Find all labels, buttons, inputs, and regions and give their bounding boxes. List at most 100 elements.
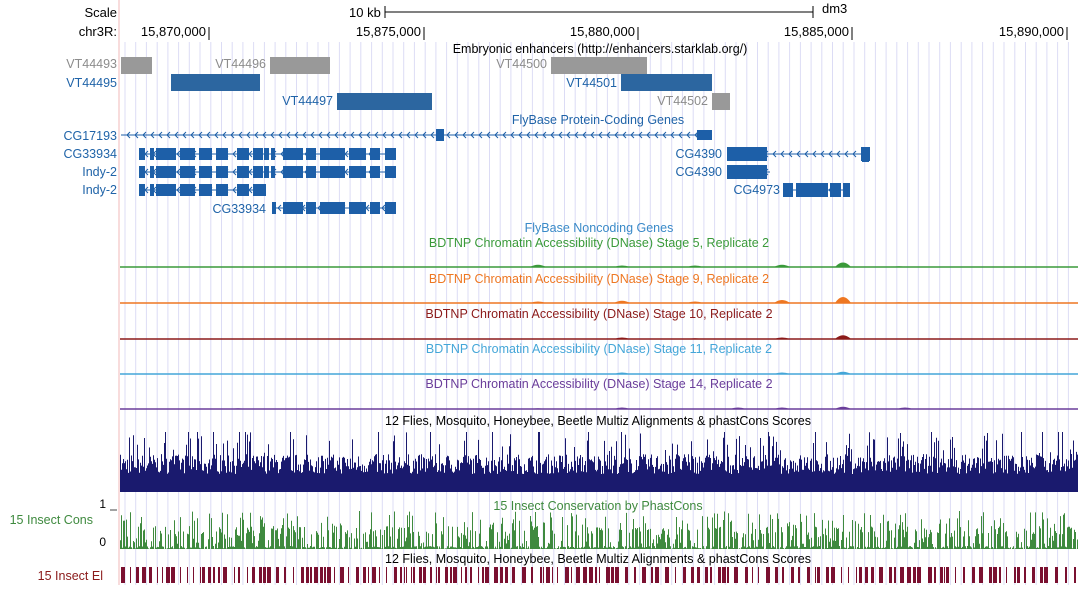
exon[interactable] (216, 166, 228, 178)
gene-feature[interactable] (272, 202, 396, 214)
exon[interactable] (320, 202, 345, 214)
dnase-track-title[interactable]: BDTNP Chromatin Accessibility (DNase) St… (429, 236, 769, 250)
gene-feature[interactable] (727, 165, 770, 179)
exon[interactable] (796, 183, 828, 197)
gene-feature[interactable] (139, 184, 266, 196)
enhancer-label[interactable]: VT44493 (66, 57, 117, 71)
elements-track-title[interactable]: 12 Flies, Mosquito, Honeybee, Beetle Mul… (385, 552, 811, 566)
exon[interactable] (830, 183, 841, 197)
exon[interactable] (349, 202, 366, 214)
dnase-tracks[interactable]: BDTNP Chromatin Accessibility (DNase) St… (120, 236, 1078, 410)
enhancers-track[interactable]: VT44493 VT44495 VT44496 VT44497 VT44500 VT445… (66, 57, 730, 110)
phastcons-track[interactable] (120, 511, 1078, 549)
gene-label[interactable]: Indy-2 (82, 165, 117, 179)
gene-feature[interactable] (139, 166, 396, 178)
gene-label[interactable]: CG17193 (63, 129, 117, 143)
exon[interactable] (272, 202, 276, 214)
exon[interactable] (843, 183, 850, 197)
gene-label[interactable]: CG33934 (212, 202, 266, 216)
exon[interactable] (156, 148, 176, 160)
exon[interactable] (237, 166, 249, 178)
exon[interactable] (264, 148, 269, 160)
dnase-track[interactable]: BDTNP Chromatin Accessibility (DNase) St… (120, 236, 1078, 268)
dnase-track-title[interactable]: BDTNP Chromatin Accessibility (DNase) St… (429, 272, 769, 286)
exon[interactable] (237, 184, 249, 196)
gene-label[interactable]: CG33934 (63, 147, 117, 161)
exon[interactable] (306, 166, 316, 178)
exon[interactable] (253, 184, 263, 196)
exon[interactable] (283, 202, 303, 214)
exon[interactable] (216, 148, 228, 160)
exon[interactable] (385, 148, 396, 160)
exon[interactable] (253, 148, 263, 160)
phastcons-side-label[interactable]: 15 Insect Cons (10, 513, 93, 527)
exon[interactable] (139, 184, 145, 196)
exon[interactable] (139, 148, 145, 160)
exon[interactable] (150, 166, 154, 178)
enhancers-track-title[interactable]: Embryonic enhancers (http://enhancers.st… (453, 42, 748, 56)
dnase-track-title[interactable]: BDTNP Chromatin Accessibility (DNase) St… (426, 342, 772, 356)
enhancer-feature[interactable] (270, 57, 330, 74)
elements-track[interactable] (121, 567, 1076, 583)
gene-label[interactable]: Indy-2 (82, 183, 117, 197)
gene-feature[interactable] (139, 148, 396, 160)
gene-label[interactable]: CG4390 (675, 147, 722, 161)
phastcons-track-title[interactable]: 15 Insect Conservation by PhastCons (493, 499, 702, 513)
enhancer-feature[interactable] (337, 93, 432, 110)
dnase-track[interactable]: BDTNP Chromatin Accessibility (DNase) St… (120, 272, 1078, 304)
enhancer-label[interactable]: VT44495 (66, 76, 117, 90)
dnase-track[interactable]: BDTNP Chromatin Accessibility (DNase) St… (120, 342, 1078, 375)
enhancer-label[interactable]: VT44497 (282, 94, 333, 108)
exon[interactable] (306, 148, 316, 160)
noncoding-track-title[interactable]: FlyBase Noncoding Genes (525, 221, 674, 235)
exon[interactable] (697, 130, 712, 140)
exon[interactable] (150, 184, 154, 196)
enhancer-feature[interactable] (712, 93, 730, 110)
multiz-track[interactable] (120, 432, 1078, 492)
gene-label[interactable]: CG4390 (675, 165, 722, 179)
enhancer-feature[interactable] (551, 57, 647, 74)
enhancer-feature[interactable] (621, 74, 712, 91)
exon[interactable] (783, 183, 793, 197)
exon[interactable] (385, 166, 396, 178)
exon[interactable] (306, 202, 316, 214)
exon[interactable] (253, 166, 263, 178)
exon[interactable] (727, 147, 767, 161)
exon[interactable] (370, 166, 380, 178)
exon[interactable] (199, 184, 212, 196)
exon[interactable] (271, 148, 275, 160)
exon[interactable] (156, 166, 176, 178)
enhancer-label[interactable]: VT44501 (566, 76, 617, 90)
exon[interactable] (150, 148, 154, 160)
exon[interactable] (180, 148, 195, 160)
dnase-track[interactable]: BDTNP Chromatin Accessibility (DNase) St… (120, 377, 1078, 410)
gene-label[interactable]: CG4973 (733, 183, 780, 197)
enhancer-label[interactable]: VT44502 (657, 94, 708, 108)
gene-feature[interactable] (121, 129, 712, 141)
exon[interactable] (320, 166, 345, 178)
enhancer-label[interactable]: VT44496 (215, 57, 266, 71)
exon[interactable] (199, 166, 212, 178)
dnase-track-title[interactable]: BDTNP Chromatin Accessibility (DNase) St… (425, 377, 772, 391)
protein-coding-genes-track[interactable]: CG17193 CG33934 Indy-2 Indy-2 CG33934 CG4390 C… (63, 129, 870, 216)
exon[interactable] (261, 184, 266, 196)
multiz-track-title[interactable]: 12 Flies, Mosquito, Honeybee, Beetle Mul… (385, 414, 811, 428)
protein-coding-track-title[interactable]: FlyBase Protein-Coding Genes (512, 113, 684, 127)
exon[interactable] (271, 166, 275, 178)
exon[interactable] (156, 184, 176, 196)
exon[interactable] (320, 148, 345, 160)
dnase-track-title[interactable]: BDTNP Chromatin Accessibility (DNase) St… (425, 307, 772, 321)
enhancer-label[interactable]: VT44500 (496, 57, 547, 71)
exon[interactable] (349, 148, 366, 160)
exon[interactable] (349, 166, 366, 178)
exon[interactable] (283, 166, 303, 178)
exon[interactable] (180, 184, 195, 196)
exon[interactable] (180, 166, 195, 178)
exon[interactable] (216, 184, 228, 196)
exon[interactable] (139, 166, 145, 178)
elements-side-label[interactable]: 15 Insect El (38, 569, 103, 583)
exon[interactable] (237, 148, 249, 160)
enhancer-feature[interactable] (171, 74, 260, 91)
